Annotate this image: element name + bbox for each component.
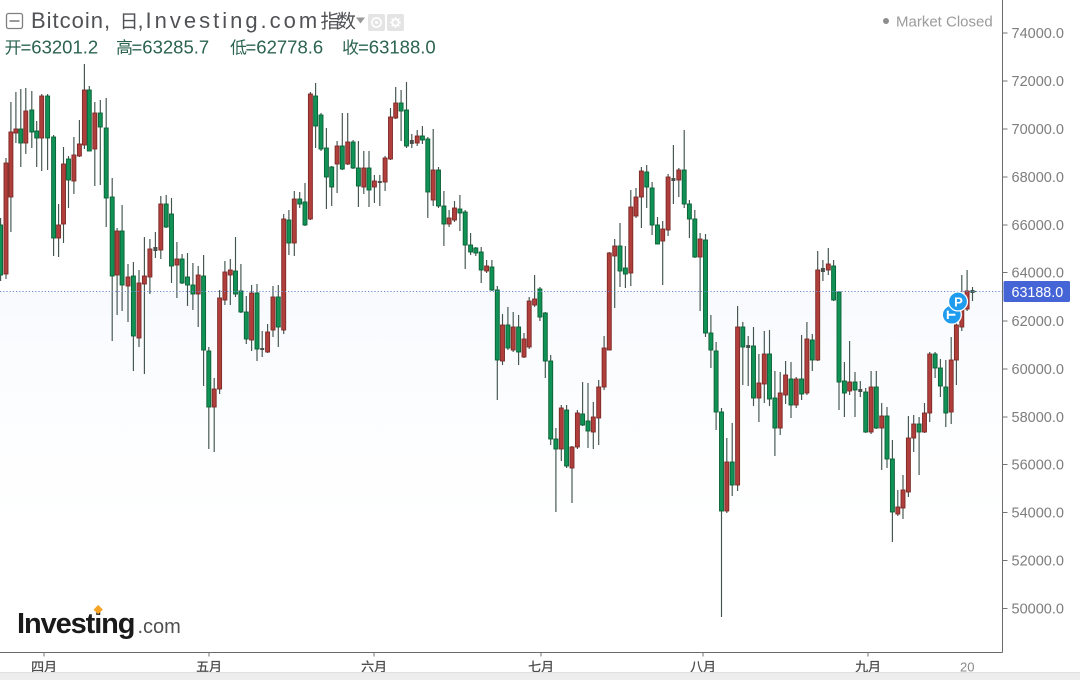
svg-text:.com: .com xyxy=(138,616,181,638)
svg-text:Bitcoin,: Bitcoin, xyxy=(31,8,111,33)
svg-text:P: P xyxy=(954,294,963,309)
svg-text:=63201.2: =63201.2 xyxy=(21,37,99,58)
svg-text:,: , xyxy=(138,8,144,33)
svg-text:52000.0: 52000.0 xyxy=(1012,554,1064,570)
svg-text:Investing: Investing xyxy=(17,608,134,640)
svg-text:74000.0: 74000.0 xyxy=(1012,26,1064,42)
svg-text:70000.0: 70000.0 xyxy=(1012,122,1064,138)
svg-text:=63285.7: =63285.7 xyxy=(132,37,210,58)
svg-text:=62778.6: =62778.6 xyxy=(246,37,324,58)
svg-text:Investing.com: Investing.com xyxy=(146,8,321,33)
svg-text:54000.0: 54000.0 xyxy=(1012,506,1064,522)
svg-text:63188.0: 63188.0 xyxy=(1012,285,1064,301)
svg-text:72000.0: 72000.0 xyxy=(1012,74,1064,90)
svg-text:56000.0: 56000.0 xyxy=(1012,458,1064,474)
svg-text:20: 20 xyxy=(960,660,974,675)
svg-text:60000.0: 60000.0 xyxy=(1012,362,1064,378)
svg-text:=63188.0: =63188.0 xyxy=(358,37,436,58)
svg-text:58000.0: 58000.0 xyxy=(1012,410,1064,426)
svg-text:50000.0: 50000.0 xyxy=(1012,602,1064,618)
svg-text:64000.0: 64000.0 xyxy=(1012,266,1064,282)
svg-text:66000.0: 66000.0 xyxy=(1012,218,1064,234)
svg-text:62000.0: 62000.0 xyxy=(1012,314,1064,330)
svg-text:Market Closed: Market Closed xyxy=(896,14,993,31)
svg-text:68000.0: 68000.0 xyxy=(1012,170,1064,186)
